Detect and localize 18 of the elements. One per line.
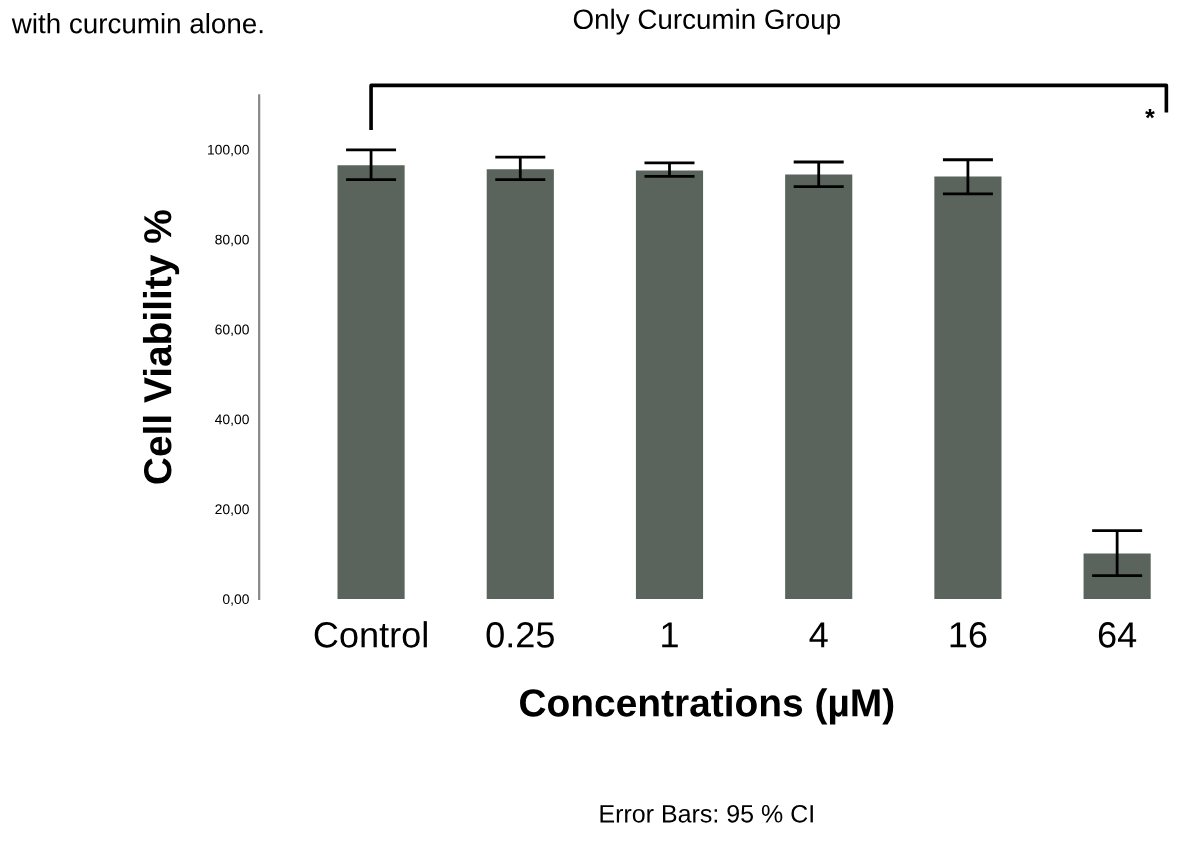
bar — [635, 170, 704, 599]
annotation: * — [1145, 108, 1155, 119]
x-tick-label: 16 — [950, 622, 987, 648]
bar — [1083, 553, 1151, 599]
text: with curcumin alone. — [11, 13, 263, 34]
x-tick-label: 64 — [1098, 622, 1137, 648]
bar — [785, 174, 853, 599]
x-tick-label: Control — [314, 621, 427, 648]
chart-title: Only Curcumin Group — [573, 8, 840, 35]
bar — [934, 176, 1002, 599]
x-tick-label: 0.25 — [486, 622, 554, 648]
bar — [486, 169, 554, 599]
x-tick-label: 1 — [662, 622, 678, 648]
x-tick-label: 4 — [809, 622, 828, 648]
bar — [337, 165, 405, 599]
y-axis-title: Cell Viability % — [142, 210, 180, 484]
text: Error Bars: 95 % CI — [600, 804, 813, 823]
x-axis-title: Concentrations (µM) — [520, 688, 894, 725]
